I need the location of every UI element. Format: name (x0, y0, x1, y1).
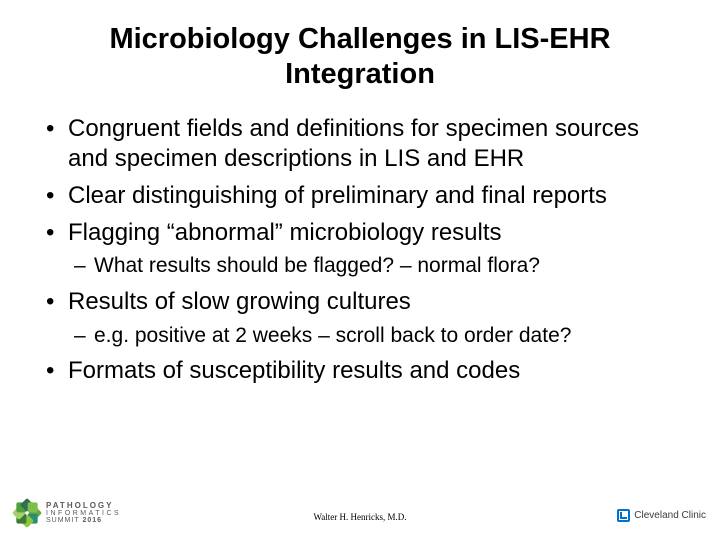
bullet-text: Congruent fields and definitions for spe… (68, 115, 639, 173)
sub-bullet-item: What results should be flagged? – normal… (68, 252, 680, 280)
bullet-text: Formats of susceptibility results and co… (68, 357, 520, 384)
bullet-item: Congruent fields and definitions for spe… (40, 114, 680, 175)
clinic-logo-text: Cleveland Clinic (634, 510, 706, 521)
slide-title: Microbiology Challenges in LIS-EHR Integ… (40, 22, 680, 92)
bullet-item: Formats of susceptibility results and co… (40, 356, 680, 387)
sub-bullet-text: What results should be flagged? – normal… (94, 254, 540, 277)
slide: Microbiology Challenges in LIS-EHR Integ… (0, 0, 720, 540)
bullet-item: Clear distinguishing of preliminary and … (40, 181, 680, 212)
sub-list: e.g. positive at 2 weeks – scroll back t… (68, 322, 680, 350)
clinic-mark-icon (617, 509, 630, 522)
bullet-text: Results of slow growing cultures (68, 288, 411, 315)
author-credit: Walter H. Henricks, M.D. (0, 512, 720, 522)
bullet-list: Congruent fields and definitions for spe… (40, 114, 680, 387)
clinic-logo: Cleveland Clinic (617, 509, 706, 522)
logo-text-line: PATHOLOGY (46, 502, 121, 510)
sub-bullet-item: e.g. positive at 2 weeks – scroll back t… (68, 322, 680, 350)
title-line-1: Microbiology Challenges in LIS-EHR (109, 23, 610, 55)
footer: PATHOLOGY INFORMATICS SUMMIT 2016 Walter… (0, 496, 720, 528)
petal-icon (28, 502, 38, 512)
title-line-2: Integration (285, 58, 435, 90)
bullet-text: Clear distinguishing of preliminary and … (68, 182, 607, 209)
bullet-item: Flagging “abnormal” microbiology results… (40, 218, 680, 281)
bullet-text: Flagging “abnormal” microbiology results (68, 219, 502, 246)
sub-list: What results should be flagged? – normal… (68, 252, 680, 280)
bullet-item: Results of slow growing cultures e.g. po… (40, 287, 680, 350)
sub-bullet-text: e.g. positive at 2 weeks – scroll back t… (94, 324, 571, 347)
